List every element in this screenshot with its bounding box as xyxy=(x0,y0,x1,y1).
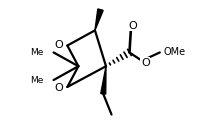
Text: Me: Me xyxy=(31,75,44,85)
Text: O: O xyxy=(54,40,63,50)
Text: O: O xyxy=(141,58,150,68)
Text: Me: Me xyxy=(31,48,44,57)
Polygon shape xyxy=(101,66,106,94)
Text: O: O xyxy=(54,83,63,93)
Text: OMe: OMe xyxy=(163,47,186,57)
Text: O: O xyxy=(128,21,137,30)
Polygon shape xyxy=(95,9,103,30)
